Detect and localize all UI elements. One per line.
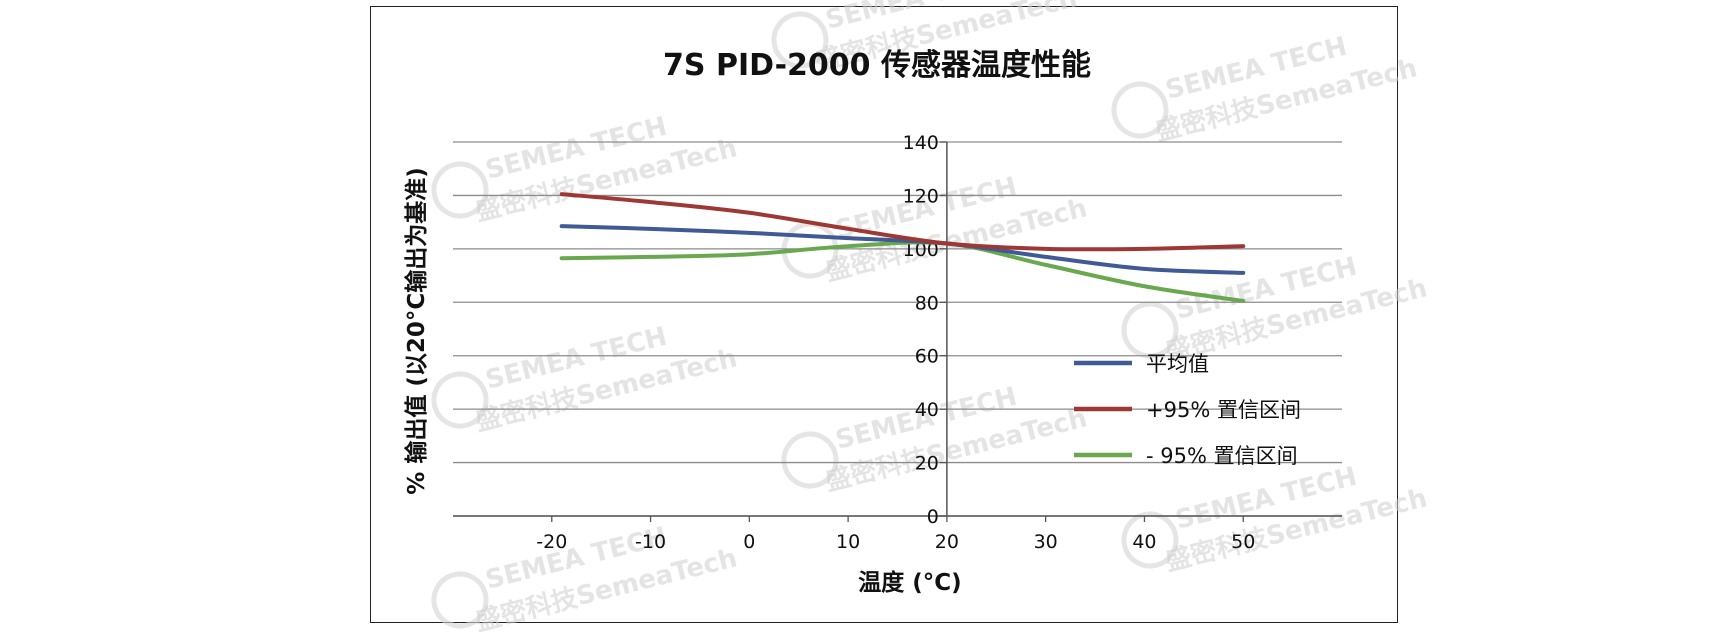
y-tick-label: 140 — [903, 132, 939, 154]
legend-label-1: +95% 置信区间 — [1146, 398, 1301, 422]
watermark-logo-icon — [1111, 81, 1169, 139]
x-tick-label: 30 — [1034, 531, 1058, 553]
x-tick-label: 50 — [1231, 531, 1255, 553]
x-axis-label: 温度 (°C) — [858, 569, 961, 596]
x-tick-label: 0 — [743, 531, 755, 553]
legend-label-2: - 95% 置信区间 — [1146, 444, 1298, 468]
legend: 平均值 +95% 置信区间 - 95% 置信区间 — [1074, 352, 1301, 468]
watermark-logo-icon — [771, 11, 829, 69]
y-tick-label: 0 — [927, 506, 939, 528]
x-tick-label: 40 — [1132, 531, 1156, 553]
y-tick-label: 120 — [903, 185, 939, 207]
chart-title: 7S PID-2000 传感器温度性能 — [663, 48, 1091, 83]
x-tick-label: -20 — [536, 531, 567, 553]
series-line-0 — [559, 224, 1246, 275]
watermark-logo-icon — [781, 221, 839, 279]
watermark-logo-icon — [1121, 511, 1179, 569]
y-axis-label: % 输出值 (以20°C输出为基准) — [403, 167, 430, 494]
watermark-logo-icon — [431, 161, 489, 219]
y-tick-label: 80 — [915, 292, 939, 314]
y-tick-label: 60 — [915, 346, 939, 368]
x-tick-label: 20 — [935, 531, 959, 553]
watermark-logo-icon — [781, 431, 839, 489]
series-line-1 — [559, 192, 1246, 252]
x-tick-label: -10 — [635, 531, 666, 553]
y-tick-label: 40 — [915, 399, 939, 421]
watermark-logo-icon — [431, 371, 489, 429]
x-tick-label: 10 — [836, 531, 860, 553]
watermark-logo-icon — [431, 571, 489, 629]
chart-frame — [370, 6, 1398, 623]
y-tick-label: 20 — [915, 453, 939, 475]
series-lines — [559, 192, 1246, 303]
axes — [453, 142, 1342, 522]
legend-label-0: 平均值 — [1146, 352, 1209, 376]
